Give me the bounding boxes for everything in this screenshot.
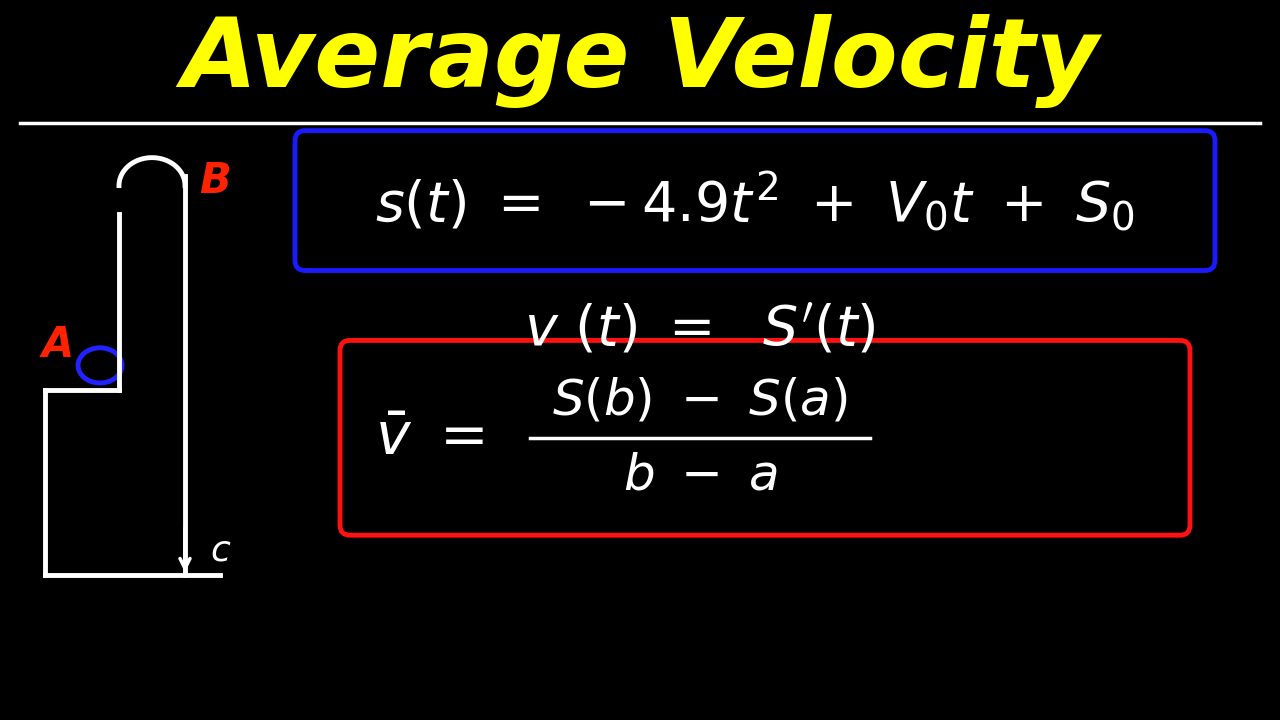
Text: $\mathit{s(t)\ =\ -4.9t^{2}\ +\ V_0t\ +\ S_0}$: $\mathit{s(t)\ =\ -4.9t^{2}\ +\ V_0t\ +\… <box>375 168 1135 233</box>
Text: A: A <box>42 325 74 366</box>
Text: $\mathit{S(b)\ -\ S(a)}$: $\mathit{S(b)\ -\ S(a)}$ <box>552 377 847 424</box>
Text: $\mathit{\bar{v}\ =}$: $\mathit{\bar{v}\ =}$ <box>375 410 485 467</box>
Text: $\mathit{v\ (t)\ =\ \ S'(t)}$: $\mathit{v\ (t)\ =\ \ S'(t)}$ <box>524 303 876 358</box>
Text: c: c <box>210 534 230 567</box>
Text: Average Velocity: Average Velocity <box>182 14 1098 108</box>
Text: $\mathit{b\ -\ a}$: $\mathit{b\ -\ a}$ <box>622 451 777 499</box>
Text: B: B <box>200 160 230 202</box>
